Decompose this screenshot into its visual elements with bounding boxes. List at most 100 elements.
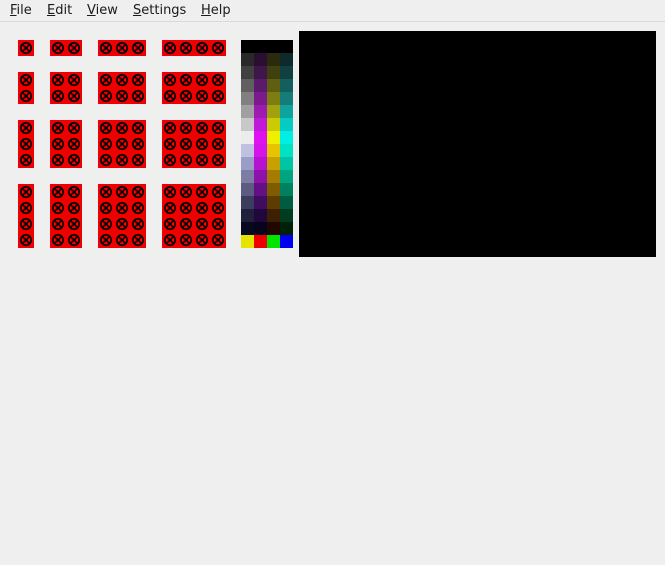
palette-swatch[interactable] [280, 118, 293, 131]
palette-swatch[interactable] [280, 131, 293, 144]
tile[interactable] [130, 136, 146, 152]
palette-swatch[interactable] [267, 53, 280, 66]
tile[interactable] [194, 216, 210, 232]
tile[interactable] [194, 72, 210, 88]
palette-swatch[interactable] [280, 105, 293, 118]
tile[interactable] [162, 216, 178, 232]
tile[interactable] [130, 200, 146, 216]
palette-swatch[interactable] [241, 222, 254, 235]
palette-swatch[interactable] [267, 66, 280, 79]
tile[interactable] [114, 72, 130, 88]
palette-swatch[interactable] [254, 40, 267, 53]
palette-swatch[interactable] [267, 79, 280, 92]
tile[interactable] [162, 232, 178, 248]
tile[interactable] [178, 40, 194, 56]
tile[interactable] [98, 216, 114, 232]
tile[interactable] [162, 200, 178, 216]
tile[interactable] [130, 88, 146, 104]
tile[interactable] [98, 72, 114, 88]
palette-swatch[interactable] [254, 53, 267, 66]
tile[interactable] [114, 184, 130, 200]
palette-swatch[interactable] [254, 157, 267, 170]
tile[interactable] [114, 200, 130, 216]
tile[interactable] [162, 152, 178, 168]
tile[interactable] [194, 136, 210, 152]
tile[interactable] [130, 120, 146, 136]
tile[interactable] [178, 184, 194, 200]
palette-swatch[interactable] [241, 209, 254, 222]
tile[interactable] [194, 88, 210, 104]
tile[interactable] [50, 152, 66, 168]
palette-swatch[interactable] [280, 79, 293, 92]
palette-swatch[interactable] [267, 157, 280, 170]
tile[interactable] [194, 120, 210, 136]
palette-swatch[interactable] [254, 66, 267, 79]
tile[interactable] [178, 200, 194, 216]
palette-swatch[interactable] [280, 40, 293, 53]
palette-swatch[interactable] [267, 40, 280, 53]
palette-swatch[interactable] [267, 183, 280, 196]
tile[interactable] [210, 216, 226, 232]
tile[interactable] [18, 184, 34, 200]
palette-swatch[interactable] [280, 53, 293, 66]
tile[interactable] [178, 216, 194, 232]
palette-swatch[interactable] [241, 235, 254, 248]
tile[interactable] [162, 184, 178, 200]
palette-swatch[interactable] [241, 118, 254, 131]
palette-swatch[interactable] [241, 40, 254, 53]
palette-swatch[interactable] [241, 53, 254, 66]
tile[interactable] [98, 184, 114, 200]
tile[interactable] [178, 136, 194, 152]
palette-swatch[interactable] [241, 66, 254, 79]
palette-swatch[interactable] [280, 170, 293, 183]
tile[interactable] [130, 216, 146, 232]
palette-swatch[interactable] [280, 209, 293, 222]
tile[interactable] [178, 232, 194, 248]
tile[interactable] [66, 40, 82, 56]
palette-swatch[interactable] [267, 118, 280, 131]
palette-swatch[interactable] [280, 183, 293, 196]
tile[interactable] [130, 152, 146, 168]
palette-swatch[interactable] [280, 157, 293, 170]
menu-file[interactable]: File [10, 3, 32, 18]
palette-swatch[interactable] [267, 222, 280, 235]
tile[interactable] [114, 216, 130, 232]
tile[interactable] [66, 152, 82, 168]
tile[interactable] [130, 184, 146, 200]
tile[interactable] [162, 40, 178, 56]
palette-swatch[interactable] [254, 235, 267, 248]
tile[interactable] [178, 88, 194, 104]
menu-settings[interactable]: Settings [133, 3, 186, 18]
tile[interactable] [98, 136, 114, 152]
tile[interactable] [162, 72, 178, 88]
palette-swatch[interactable] [254, 183, 267, 196]
tile[interactable] [50, 184, 66, 200]
palette-swatch[interactable] [241, 196, 254, 209]
tile[interactable] [162, 120, 178, 136]
tile[interactable] [18, 120, 34, 136]
palette-swatch[interactable] [254, 144, 267, 157]
tile[interactable] [130, 72, 146, 88]
tile[interactable] [162, 88, 178, 104]
tile[interactable] [114, 88, 130, 104]
palette-swatch[interactable] [267, 209, 280, 222]
tile[interactable] [178, 72, 194, 88]
tile[interactable] [98, 232, 114, 248]
tile[interactable] [66, 136, 82, 152]
palette-swatch[interactable] [267, 144, 280, 157]
tile[interactable] [66, 88, 82, 104]
palette-swatch[interactable] [267, 170, 280, 183]
tile[interactable] [114, 152, 130, 168]
tile[interactable] [178, 152, 194, 168]
tile[interactable] [50, 72, 66, 88]
tile[interactable] [130, 40, 146, 56]
tile[interactable] [50, 120, 66, 136]
palette-swatch[interactable] [280, 66, 293, 79]
menu-view[interactable]: View [87, 3, 118, 18]
palette-swatch[interactable] [254, 118, 267, 131]
tile[interactable] [66, 200, 82, 216]
tile[interactable] [18, 88, 34, 104]
tile[interactable] [98, 88, 114, 104]
tile[interactable] [194, 200, 210, 216]
palette-swatch[interactable] [241, 131, 254, 144]
